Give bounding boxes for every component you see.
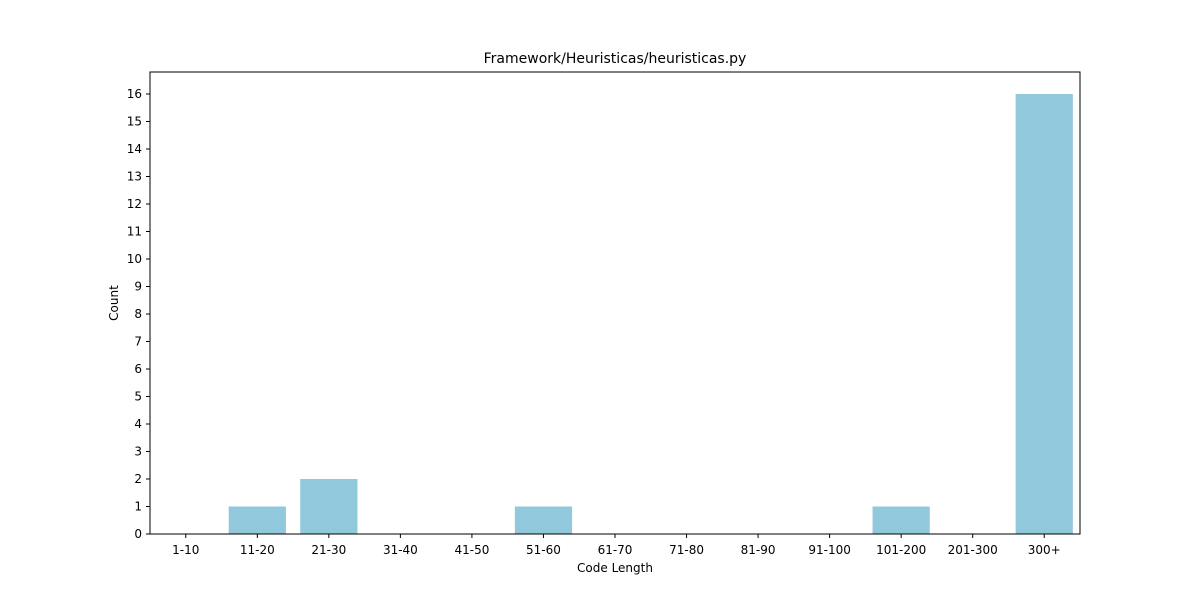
x-tick-label: 71-80 xyxy=(669,543,704,557)
x-tick-label: 91-100 xyxy=(808,543,851,557)
y-tick-label: 5 xyxy=(134,390,142,404)
bar-11-20 xyxy=(228,506,286,534)
y-tick-label: 9 xyxy=(134,280,142,294)
x-tick-label: 101-200 xyxy=(876,543,926,557)
y-tick-label: 14 xyxy=(127,142,142,156)
y-tick-label: 7 xyxy=(134,335,142,349)
bar-300plus xyxy=(1015,94,1073,534)
x-tick-label: 1-10 xyxy=(172,543,199,557)
bars-group xyxy=(228,94,1073,534)
x-axis-label: Code Length xyxy=(577,561,653,575)
y-tick-label: 15 xyxy=(127,115,142,129)
y-axis-label: Count xyxy=(107,285,121,321)
y-tick-label: 2 xyxy=(134,472,142,486)
y-tick-label: 4 xyxy=(134,417,142,431)
y-tick-label: 1 xyxy=(134,500,142,514)
bar-101-200 xyxy=(872,506,930,534)
y-tick-label: 16 xyxy=(127,87,142,101)
chart-title: Framework/Heuristicas/heuristicas.py xyxy=(484,51,747,67)
x-tick-label: 300+ xyxy=(1028,543,1061,557)
y-tick-label: 12 xyxy=(127,197,142,211)
y-tick-label: 6 xyxy=(134,362,142,376)
x-tick-label: 31-40 xyxy=(383,543,418,557)
bar-51-60 xyxy=(514,506,573,534)
x-tick-label: 61-70 xyxy=(598,543,633,557)
x-tick-label: 11-20 xyxy=(240,543,275,557)
y-tick-label: 13 xyxy=(127,170,142,184)
y-tick-label: 11 xyxy=(127,225,142,239)
plot-area-frame xyxy=(149,71,1081,535)
x-axis-ticks: 1-10 11-20 21-30 31-40 41-50 51-60 61-70 71-80 8… xyxy=(172,534,1061,557)
x-tick-label: 21-30 xyxy=(311,543,346,557)
x-tick-label: 81-90 xyxy=(741,543,776,557)
bar-21-30 xyxy=(300,479,358,534)
x-tick-label: 41-50 xyxy=(454,543,489,557)
y-tick-label: 3 xyxy=(134,445,142,459)
y-tick-label: 8 xyxy=(134,307,142,321)
y-tick-label: 10 xyxy=(127,252,142,266)
y-tick-label: 0 xyxy=(134,527,142,541)
x-tick-label: 51-60 xyxy=(526,543,561,557)
x-tick-label: 201-300 xyxy=(948,543,998,557)
